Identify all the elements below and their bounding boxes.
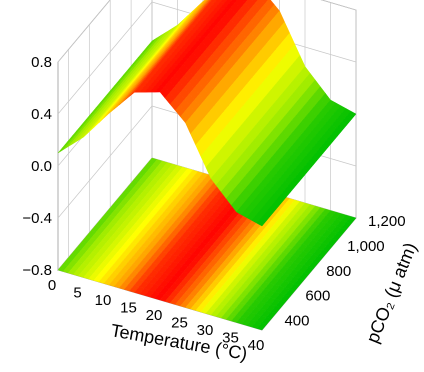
x-tick-label: 30: [197, 322, 214, 339]
x-tick-label: 20: [146, 307, 163, 324]
z-tick-label: −0.8: [22, 262, 52, 279]
z-grid-left: [57, 105, 153, 219]
z-grid-left: [57, 1, 153, 115]
x-tick-label: 35: [222, 330, 239, 347]
x-tick-label: 15: [120, 300, 137, 317]
z-tick-label: 0.0: [31, 158, 52, 175]
z-tick-label: 0.8: [31, 54, 52, 71]
surface-patch: [256, 217, 268, 227]
y-tick-label: 400: [284, 313, 309, 330]
y-tick-label: 800: [326, 263, 351, 280]
x-tick-label: 40: [248, 337, 265, 354]
tick-labels: 0.8 0.4 0.0 −0.4 −0.80 5 10 15 20 25 30 35 40 400 600 8…: [22, 54, 405, 354]
x-tick-label: 25: [171, 315, 188, 332]
z-tick-label: 0.4: [31, 106, 52, 123]
y-tick-label: 1,000: [347, 238, 385, 255]
y-axis-label: pCO₂ (μ atm): [362, 240, 420, 346]
z-grid-left: [57, 0, 111, 63]
response-surface: [57, 0, 357, 227]
x-tick-label: 0: [48, 277, 56, 294]
contour-cell: [345, 216, 357, 224]
x-tick-label: 10: [95, 292, 112, 309]
y-tick-label: 1,200: [368, 213, 406, 230]
z-tick-label: −0.4: [22, 210, 52, 227]
contour-floor: [57, 157, 357, 331]
x-tick-label: 5: [73, 285, 81, 302]
y-tick-label: 600: [305, 288, 330, 305]
